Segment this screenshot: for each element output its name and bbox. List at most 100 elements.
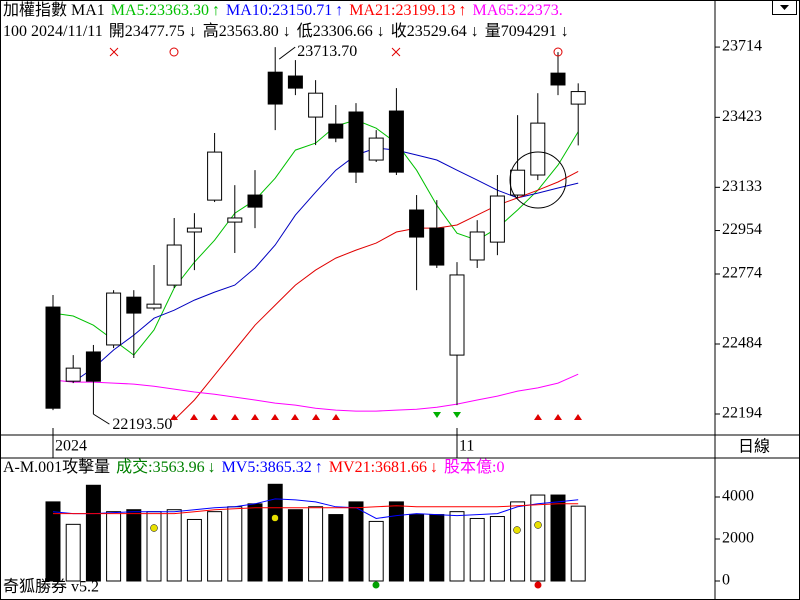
- candle-body: [368, 137, 384, 161]
- legend-arrow: ↓: [208, 459, 216, 476]
- highlight-circle: [509, 151, 567, 209]
- legend-arrow: ↑: [335, 2, 343, 19]
- volume-bar: [429, 514, 445, 582]
- menu-button[interactable]: [772, 0, 797, 15]
- volume-bar: [550, 494, 566, 582]
- quote-item: 收23529.64 ↓: [391, 22, 479, 40]
- legend-item: MA10:23150.71: [226, 2, 332, 19]
- quote-item: 100 2024/11/11: [3, 23, 103, 40]
- volume-bar: [489, 516, 505, 582]
- candle-body: [287, 75, 303, 89]
- volume-bar: [146, 511, 162, 582]
- y-tick-label: 23714: [722, 38, 762, 55]
- y-tick-label: 4000: [722, 488, 754, 505]
- period-label: 日線: [738, 438, 770, 456]
- dot-marker: [534, 521, 542, 529]
- legend-arrow: ↑: [459, 2, 467, 19]
- legend: 加權指數 MA1 MA5:23363.30 ↑ MA10:23150.71 ↑ MA21:…: [3, 1, 563, 19]
- legend-title: A-M.001攻擊量: [3, 458, 110, 476]
- volume-bar: [207, 511, 223, 582]
- x-tick-label: 2024: [55, 438, 87, 455]
- candle-body: [489, 195, 505, 243]
- legend-item: 成交:3563.96: [116, 458, 204, 476]
- volume-bar: [449, 511, 465, 582]
- quote-item: 開23477.75 ↓: [109, 23, 197, 40]
- volume-bar: [166, 509, 182, 582]
- legend-arrow: ↑: [315, 459, 323, 476]
- candle-body: [429, 227, 445, 266]
- ma-line: [53, 503, 579, 515]
- volume-bar: [308, 506, 324, 582]
- legend-item: MV5:3865.32: [222, 459, 312, 476]
- candle-body: [348, 111, 364, 173]
- x-tick-label: 11: [459, 438, 474, 455]
- legend-item: MA65:22373.: [473, 2, 563, 19]
- annotation-line: [278, 46, 296, 60]
- footer: 奇狐勝券 v5.2: [3, 578, 99, 596]
- candle-body: [227, 217, 243, 223]
- legend-item: MA21:23199.13: [349, 2, 455, 19]
- price-panel: 23713.70 22193.50 加權指數 MA1 MA5:23363.30 ↑ MA1…: [3, 1, 586, 433]
- legend-item: 股本億:0: [444, 458, 504, 476]
- candle-body: [570, 91, 586, 105]
- dot-marker: [534, 581, 542, 589]
- sell-marker: [433, 412, 461, 418]
- volume-bar: [106, 511, 122, 582]
- quote-info: 100 2024/11/11 開23477.75 ↓ 高23563.80 ↓ 低233…: [3, 22, 569, 40]
- candle-body: [207, 151, 223, 201]
- candle-body: [65, 367, 81, 382]
- y-tick-label: 23423: [722, 108, 762, 125]
- y-tick-label: 22484: [722, 335, 762, 352]
- legend-item: MV21:3681.66: [329, 459, 427, 476]
- volume-bar: [65, 523, 81, 582]
- axes: 22194 22484 22774 22954 23133 23423 23714 2024 1…: [3, 38, 762, 589]
- quote-item: 量7094291 ↓: [485, 23, 569, 40]
- annotation: 22193.50: [112, 416, 172, 433]
- dot-marker: [513, 526, 521, 534]
- y-tick-label: 0: [722, 572, 730, 589]
- ma-line: [72, 147, 579, 383]
- legend: A-M.001攻擊量 成交:3563.96 ↓ MV5:3865.32 ↑ MV21:36…: [3, 458, 505, 476]
- volume-markers: [150, 514, 542, 589]
- volume-bar: [510, 501, 526, 582]
- candle-body: [166, 244, 182, 286]
- candle-body: [126, 296, 142, 314]
- candle-body: [85, 351, 101, 382]
- volume-bar: [368, 520, 384, 582]
- legend-arrow: ↑: [212, 2, 220, 19]
- volume-bar: [85, 484, 101, 582]
- quote-item: 低23306.66 ↓: [297, 22, 385, 40]
- annotation: 23713.70: [297, 43, 357, 60]
- candle-body: [308, 92, 324, 118]
- quote-item: 高23563.80 ↓: [203, 22, 291, 40]
- candle-body: [409, 209, 425, 238]
- dot-marker: [372, 581, 380, 589]
- ma-line: [173, 170, 579, 421]
- candle-body: [146, 303, 162, 309]
- candle-body: [186, 227, 202, 233]
- candle-body: [469, 231, 485, 261]
- y-tick-label: 23133: [722, 178, 762, 195]
- volume-bar: [227, 506, 243, 582]
- menu-arrow: [780, 5, 789, 10]
- dot-marker: [271, 514, 279, 522]
- volume-bar: [530, 494, 546, 582]
- cross-marker: [109, 47, 401, 57]
- volume-bar: [45, 501, 61, 582]
- legend-arrow: ↓: [430, 459, 438, 476]
- volume-bar: [186, 518, 202, 582]
- volume-bar: [267, 483, 283, 582]
- candle-body: [388, 110, 404, 173]
- candle-body: [45, 306, 61, 409]
- ma-line: [52, 373, 579, 412]
- volume-bar: [388, 501, 404, 582]
- candle-body: [328, 123, 344, 139]
- y-tick-label: 22774: [722, 265, 762, 282]
- circle-marker: [553, 47, 563, 57]
- volume-bar: [126, 509, 142, 582]
- candle-body: [449, 274, 465, 356]
- volume-bar: [409, 514, 425, 582]
- dot-marker: [150, 524, 158, 532]
- circle-marker: [169, 47, 179, 57]
